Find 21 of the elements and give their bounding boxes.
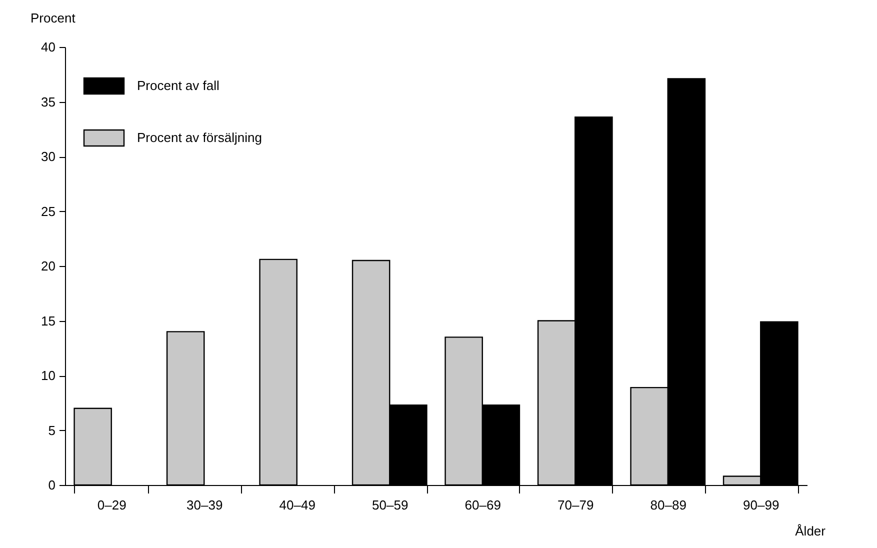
y-tick-label: 0: [48, 478, 56, 492]
legend-label: Procent av fall: [137, 78, 220, 93]
y-tick-label: 20: [41, 258, 56, 274]
x-tick-label: 90–99: [743, 498, 780, 512]
x-tick-label: 80–89: [650, 498, 686, 512]
y-tick-label: 30: [41, 149, 56, 164]
y-tick-label: 10: [41, 368, 56, 383]
y-tick-label: 15: [41, 313, 56, 328]
x-tick-label: 50–59: [372, 498, 408, 512]
legend-label: Procent av försäljning: [137, 130, 262, 145]
x-tick-label: 40–49: [279, 498, 316, 512]
x-tick-label: 60–69: [464, 498, 501, 512]
y-tick-label: 25: [41, 204, 56, 219]
x-tick-label: 30–39: [186, 498, 223, 512]
y-tick-label: 40: [41, 40, 56, 54]
y-axis-title: Procent: [30, 10, 76, 26]
y-tick-label: 5: [48, 422, 56, 438]
y-tick-label: 35: [41, 94, 56, 110]
x-axis-title: Ålder: [795, 524, 826, 538]
x-tick-label: 0–29: [97, 498, 126, 512]
x-tick-label: 70–79: [558, 498, 594, 512]
